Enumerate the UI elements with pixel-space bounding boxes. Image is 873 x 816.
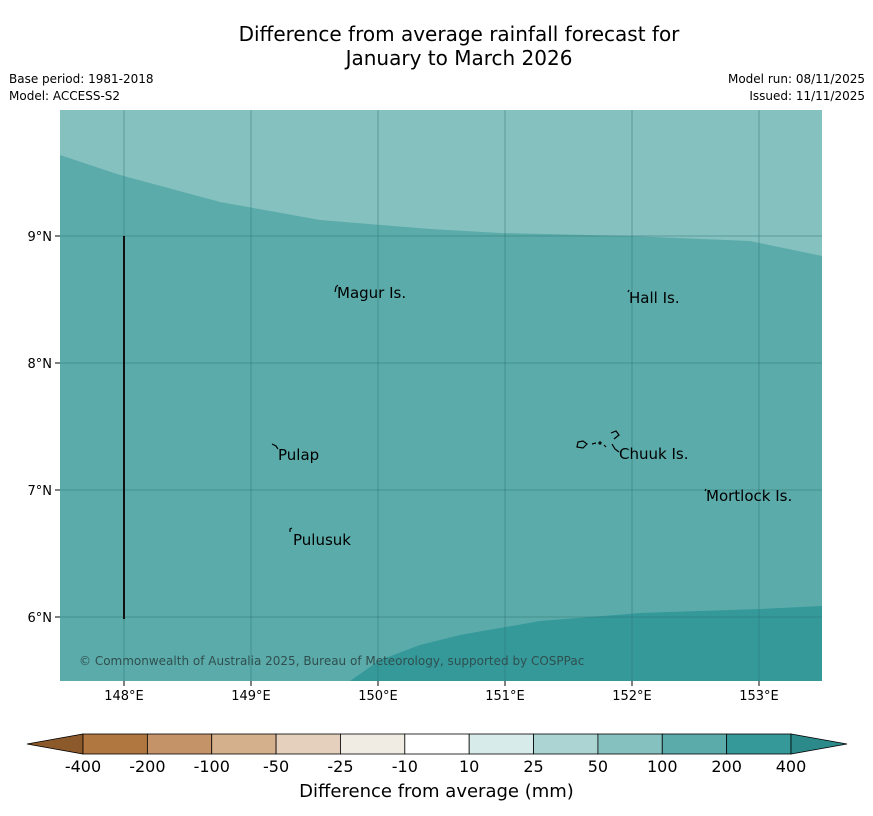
colorbar-extend-low: [26, 733, 84, 755]
title-line-1: Difference from average rainfall forecas…: [238, 22, 680, 46]
y-tick-7n: 7°N: [28, 484, 53, 499]
island-outlines: [271, 284, 707, 532]
colorbar-segment: [275, 733, 341, 755]
meta-left: Base period: 1981-2018 Model: ACCESS-S2: [9, 71, 154, 105]
y-tick-9n: 9°N: [28, 230, 53, 245]
meta-right: Model run: 08/11/2025 Issued: 11/11/2025: [728, 71, 865, 105]
colorbar-tick-label: 200: [711, 757, 742, 776]
colorbar-segment: [533, 733, 599, 755]
colorbar: [26, 733, 848, 755]
x-tick-151: 151°E: [485, 689, 525, 704]
colorbar-tick-label: -100: [193, 757, 230, 776]
colorbar-segment: [468, 733, 534, 755]
label-hall: Hall Is.: [629, 289, 680, 307]
rainfall-field: [60, 110, 822, 681]
band-200-400: [350, 606, 822, 681]
x-tick-148: 148°E: [104, 689, 144, 704]
label-chuuk: Chuuk Is.: [619, 445, 688, 463]
island-magur-shape: [334, 284, 339, 293]
model-name: Model: ACCESS-S2: [9, 89, 121, 103]
label-magur: Magur Is.: [337, 284, 406, 302]
colorbar-tick-label: 400: [775, 757, 807, 776]
colorbar-tick-label: -10: [391, 757, 418, 776]
axis-y: 9°N 8°N 7°N 6°N: [28, 230, 60, 626]
place-labels: Magur Is. Hall Is. Pulap Chuuk Is. Mortl…: [278, 284, 792, 549]
island-mortlock-shape: [704, 488, 707, 492]
colorbar-extend-high: [790, 733, 848, 755]
island-pulap-shape: [271, 443, 279, 450]
colorbar-tick-label: 25: [523, 757, 544, 776]
colorbar-segment: [146, 733, 213, 755]
x-tick-150: 150°E: [358, 689, 398, 704]
label-pulusuk: Pulusuk: [293, 531, 351, 549]
colorbar-segment: [82, 733, 148, 755]
island-pulusuk-shape: [289, 527, 293, 532]
colorbar-tick-label: -200: [129, 757, 166, 776]
colorbar-tick-label: 100: [646, 757, 678, 776]
y-tick-8n: 8°N: [28, 357, 53, 372]
island-hall-shape: [627, 289, 630, 293]
colorbar-tick-label: -25: [327, 757, 354, 776]
colorbar-tick-label: -400: [64, 757, 102, 776]
x-tick-153: 153°E: [739, 689, 779, 704]
y-tick-6n: 6°N: [28, 611, 53, 626]
colorbar-tick-label: 50: [587, 757, 609, 776]
colorbar-segment: [726, 733, 792, 755]
axis-x: 148°E 149°E 150°E 151°E 152°E 153°E: [104, 681, 779, 704]
colorbar-segment: [211, 733, 277, 755]
band-50-100: [60, 110, 822, 256]
model-run: Model run: 08/11/2025: [727, 72, 865, 86]
colorbar-tick-label: -50: [263, 757, 290, 776]
colorbar-segment: [597, 733, 663, 755]
label-mortlock: Mortlock Is.: [706, 487, 792, 505]
colorbar-tick-label: 10: [458, 757, 480, 776]
label-pulap: Pulap: [278, 446, 319, 464]
issued-date: Issued: 11/11/2025: [749, 89, 865, 103]
gridlines: [60, 110, 822, 681]
x-tick-152: 152°E: [612, 689, 652, 704]
base-period: Base period: 1981-2018: [9, 72, 154, 86]
colorbar-segment: [404, 733, 470, 755]
x-tick-149: 149°E: [231, 689, 271, 704]
colorbar-title: Difference from average (mm): [299, 781, 574, 802]
title-line-2: January to March 2026: [345, 46, 573, 70]
copyright-notice: © Commonwealth of Australia 2025, Bureau…: [79, 654, 584, 668]
island-chuuk-shape: [576, 430, 620, 453]
colorbar-segment: [661, 733, 728, 755]
colorbar-segment: [340, 733, 406, 755]
map-title: Difference from average rainfall forecas…: [0, 22, 873, 70]
